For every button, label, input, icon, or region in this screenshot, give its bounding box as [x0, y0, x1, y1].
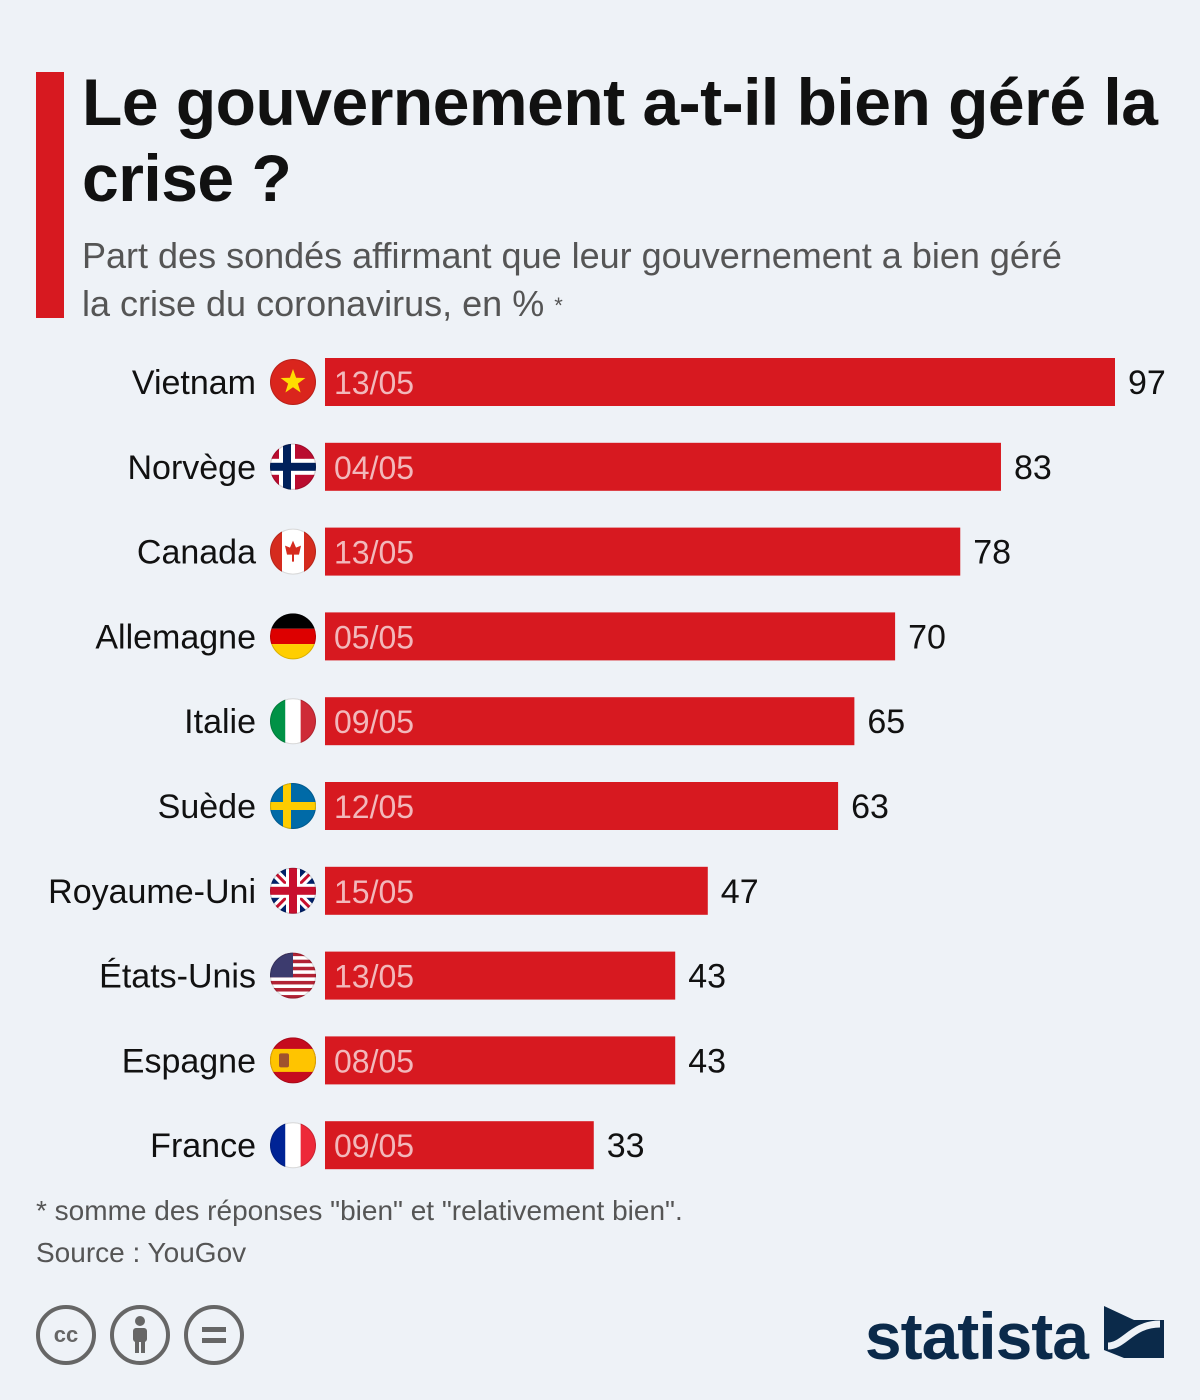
brand-name: statista — [864, 1299, 1089, 1373]
category-label: France — [150, 1127, 256, 1165]
bar — [325, 951, 676, 1000]
bar — [325, 1036, 676, 1085]
bar-value-label: 43 — [688, 1042, 726, 1080]
sweden-flag-icon — [270, 783, 316, 829]
italy-flag-icon — [270, 698, 316, 745]
bar — [325, 612, 896, 661]
category-label: Norvège — [127, 449, 256, 487]
license-icons: cc — [36, 1305, 244, 1365]
bar-value-label: 78 — [973, 534, 1011, 572]
vietnam-flag-icon — [270, 359, 316, 405]
bar — [325, 866, 708, 915]
canada-flag-icon — [270, 528, 316, 575]
category-label: Vietnam — [132, 364, 256, 402]
bar-value-label: 70 — [908, 618, 946, 656]
france-flag-icon — [270, 1122, 316, 1169]
statista-logo[interactable]: statista — [865, 1298, 1164, 1374]
category-label: Suède — [158, 788, 256, 826]
uk-flag-icon — [270, 867, 316, 914]
subtitle-footnote-mark: * — [554, 293, 563, 318]
norway-flag-icon — [270, 443, 316, 490]
bar-date-label: 13/05 — [334, 535, 414, 571]
bar — [325, 527, 961, 576]
bar-date-label: 05/05 — [334, 619, 414, 655]
bar-value-label: 33 — [607, 1127, 645, 1165]
bar-value-label: 65 — [867, 703, 905, 741]
subtitle-text: Part des sondés affirmant que leur gouve… — [82, 235, 1062, 324]
bar-value-label: 43 — [688, 958, 726, 996]
category-label: Espagne — [122, 1042, 256, 1080]
nd-icon[interactable] — [184, 1305, 244, 1365]
title-accent-bar — [36, 72, 64, 318]
category-label: Royaume-Uni — [48, 873, 256, 911]
category-label: États-Unis — [99, 958, 256, 996]
usa-flag-icon — [270, 952, 316, 999]
bar-value-label: 47 — [721, 873, 759, 911]
bar — [325, 782, 839, 830]
statista-logo-icon — [1104, 1306, 1164, 1366]
bar-date-label: 09/05 — [334, 1128, 414, 1164]
category-label: Italie — [184, 703, 256, 741]
bar — [325, 1121, 594, 1170]
germany-flag-icon — [270, 613, 316, 660]
bar — [325, 442, 1001, 491]
bar — [325, 697, 855, 746]
cc-icon[interactable]: cc — [36, 1305, 96, 1365]
chart-title: Le gouvernement a-t-il bien géré la cris… — [82, 65, 1158, 215]
chart-subtitle: Part des sondés affirmant que leur gouve… — [82, 232, 1082, 328]
bar-chart: Vietnam 13/05 97 Norvège 04/05 83 Canada 13/05 7… — [0, 340, 1200, 1180]
bar-value-label: 97 — [1128, 364, 1166, 402]
category-label: Canada — [137, 534, 256, 572]
bar-value-label: 63 — [851, 788, 889, 826]
spain-flag-icon — [270, 1037, 316, 1084]
footnote: * somme des réponses "bien" et "relative… — [36, 1195, 683, 1226]
chart-footnote-block: * somme des réponses "bien" et "relative… — [36, 1190, 683, 1274]
bar-date-label: 13/05 — [334, 365, 414, 401]
bar-date-label: 08/05 — [334, 1043, 414, 1079]
bar-date-label: 13/05 — [334, 959, 414, 995]
category-label: Allemagne — [95, 618, 256, 656]
source: Source : YouGov — [36, 1237, 247, 1268]
by-icon[interactable] — [110, 1305, 170, 1365]
bar-date-label: 09/05 — [334, 704, 414, 740]
bar-date-label: 12/05 — [334, 789, 414, 825]
bar-date-label: 04/05 — [334, 450, 414, 486]
bar-value-label: 83 — [1014, 449, 1052, 487]
bar-date-label: 15/05 — [334, 874, 414, 910]
bar — [325, 358, 1115, 406]
